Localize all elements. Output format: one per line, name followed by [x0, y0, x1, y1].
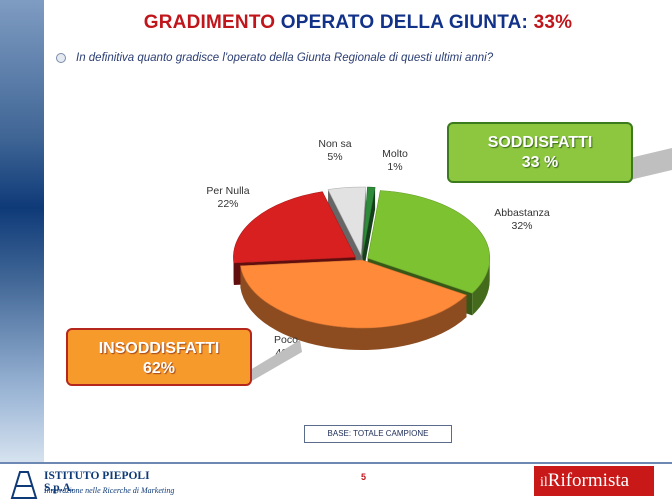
label-abbastanza-name: Abbastanza	[494, 207, 550, 219]
survey-question: In definitiva quanto gradisce l'operato …	[56, 52, 493, 64]
pie-side-abbastanza	[472, 258, 490, 316]
label-molto-name: Molto	[382, 148, 408, 160]
company-tagline: Innovazione nelle Ricerche di Marketing	[44, 486, 175, 495]
pie-slice-molto	[362, 186, 376, 256]
soddisfatti-value: 33 %	[521, 154, 559, 171]
label-poco-name: Poco	[274, 334, 298, 346]
partner-name: Riformista	[547, 470, 630, 491]
insoddisfatti-box: INSODDISFATTI 62%	[66, 328, 252, 386]
title-part-1: GRADIMENTO	[143, 12, 276, 33]
survey-question-text: In definitiva quanto gradisce l'operato …	[76, 52, 494, 64]
sodd-callout-tail	[630, 148, 672, 180]
label-per-nulla-name: Per Nulla	[206, 185, 250, 197]
label-abbastanza-value: 32%	[511, 220, 533, 232]
piepoli-logo: ISTITUTO PIEPOLI S.p.A. Innovazione nell…	[6, 466, 176, 500]
label-per-nulla-value: 22%	[217, 198, 239, 210]
label-non-sa-value: 5%	[327, 151, 343, 163]
label-molto: Molto 1%	[372, 148, 418, 174]
tower-icon	[10, 471, 38, 499]
pie-slice-non-sa	[327, 186, 367, 257]
soddisfatti-label: SODDISFATTI	[487, 134, 593, 151]
pie-wall-molto-1	[362, 187, 376, 278]
decorative-sidebar	[0, 0, 44, 462]
inso-callout-tail	[250, 340, 302, 382]
title-part-3: 33%	[533, 12, 573, 33]
pie-tops	[233, 186, 490, 329]
page-title: GRADIMENTO OPERATO DELLA GIUNTA: 33%	[44, 12, 672, 34]
label-non-sa-name: Non sa	[318, 138, 352, 150]
pie-slice-poco	[240, 259, 468, 329]
riformista-logo: ilRiformista	[534, 466, 654, 496]
partner-il: il	[540, 475, 548, 490]
pie-wall-non-sa-1	[361, 187, 366, 278]
title-part-2: OPERATO DELLA GIUNTA:	[280, 12, 529, 33]
label-per-nulla: Per Nulla 22%	[196, 185, 260, 211]
insoddisfatti-value: 62%	[142, 360, 176, 377]
label-non-sa: Non sa 5%	[310, 138, 360, 164]
label-abbastanza: Abbastanza 32%	[486, 207, 558, 233]
company-name: ISTITUTO PIEPOLI S.p.A.	[44, 470, 150, 494]
label-molto-value: 1%	[387, 161, 403, 173]
pie-slice-abbastanza	[367, 190, 490, 294]
insoddisfatti-label: INSODDISFATTI	[98, 340, 220, 357]
soddisfatti-box: SODDISFATTI 33 %	[447, 122, 633, 183]
pie-slice-per-nulla	[233, 191, 356, 264]
footer-divider	[0, 462, 672, 464]
pie-side-poco	[240, 265, 467, 350]
page-number: 5	[361, 472, 367, 482]
base-note: BASE: TOTALE CAMPIONE	[304, 425, 452, 443]
bullet-icon	[56, 53, 66, 63]
